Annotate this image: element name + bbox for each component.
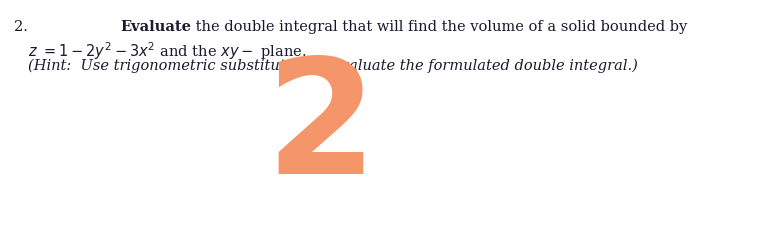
- Text: (Hint:  Use trigonometric substitution to evaluate the formulated double integra: (Hint: Use trigonometric substitution to…: [28, 59, 638, 74]
- Text: 2.: 2.: [14, 20, 28, 34]
- Text: Evaluate: Evaluate: [120, 20, 191, 34]
- Text: $z\ = 1 - 2y^2 - 3x^2$ and the $xy-$ plane.: $z\ = 1 - 2y^2 - 3x^2$ and the $xy-$ pla…: [28, 40, 306, 62]
- Text: 2: 2: [265, 52, 377, 208]
- Text: the double integral that will find the volume of a solid bounded by: the double integral that will find the v…: [191, 20, 688, 34]
